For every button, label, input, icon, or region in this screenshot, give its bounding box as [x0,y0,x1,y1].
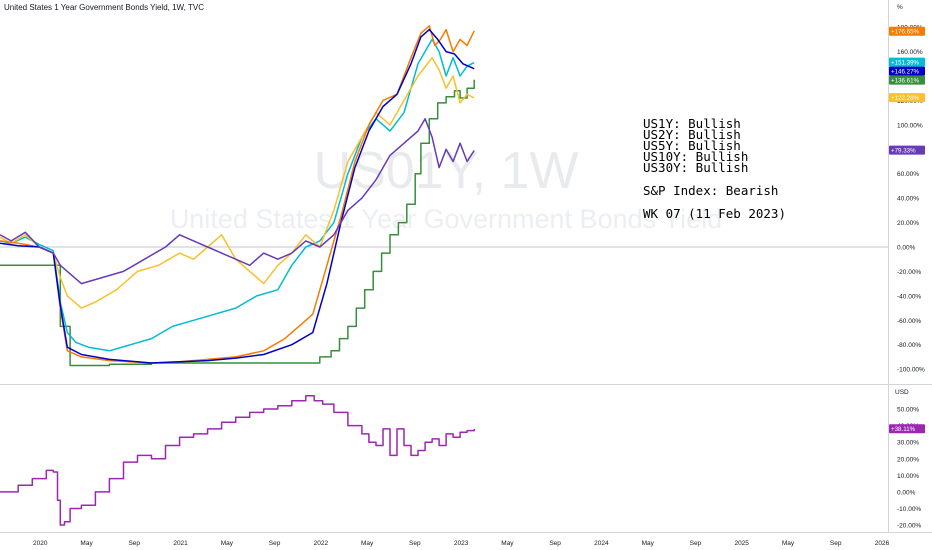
annotation-line-1: US1Y: Bullish [643,116,741,131]
bottom-y-tick-label: -20.00% [897,523,921,530]
watermark-symbol: US01Y, 1W [314,142,579,200]
top-y-tick-label: 160.00% [897,49,923,56]
spx-line [0,395,475,526]
x-tick-label: 2022 [314,540,329,547]
bottom-y-tick-label: -10.00% [897,506,921,513]
annotation-line-4: US10Y: Bullish [643,149,749,164]
x-tick-label: Sep [549,540,561,547]
series-line-1 [0,79,475,367]
last-value-tag [889,66,925,76]
top-y-tick-label: 40.00% [897,196,919,203]
last-value-tags: +176.65% +151.39% +146.27% +136.61% +122.28%… [889,26,925,434]
x-tick-label: Sep [409,540,421,547]
annotation-week: WK 07 (11 Feb 2023) [643,206,786,221]
last-value-tag [889,75,925,85]
top-y-tick-label: -20.00% [897,269,921,276]
series-line-4 [0,25,475,364]
top-y-tick-label: 60.00% [897,171,919,178]
x-tick-label: 2023 [454,540,469,547]
x-tick-label: May [642,540,655,547]
annotation-line-3: US5Y: Bullish [643,138,741,153]
x-tick-label: Sep [690,540,702,547]
top-y-tick-label: 0.00% [897,245,916,252]
last-value-label: +151.39% [891,59,920,66]
top-y-tick-label: 20.00% [897,220,919,227]
series-group [0,25,475,526]
bottom-y-tick-label: 0.00% [897,489,916,496]
x-tick-label: 2024 [594,540,609,547]
x-tick-label: May [80,540,93,547]
last-value-label: +79.33% [891,147,916,154]
top-y-tick-label: -40.00% [897,293,921,300]
last-value-tag [889,93,925,103]
time-axis[interactable]: 2020 May Sep 2021 May Sep 2022 May Sep 2023 May Sep… [33,540,890,547]
last-value-label: +136.61% [891,77,920,84]
annotation-line-5: US30Y: Bullish [643,160,749,175]
x-tick-label: May [501,540,514,547]
series-line-6 [0,118,475,285]
x-tick-label: 2020 [33,540,48,547]
last-value-tag [889,57,925,67]
x-tick-label: Sep [128,540,140,547]
top-y-tick-label: 100.00% [897,122,923,129]
last-value-label: +38.11% [891,426,916,433]
top-axis-unit: % [897,4,903,11]
x-tick-label: May [361,540,374,547]
last-value-label: +146.27% [891,68,920,75]
x-tick-label: Sep [830,540,842,547]
last-value-label: +176.65% [891,28,920,35]
x-tick-label: May [782,540,795,547]
x-tick-label: Sep [269,540,281,547]
top-y-tick-label: -60.00% [897,318,921,325]
bottom-y-tick-label: 10.00% [897,473,919,480]
series-line-5 [0,28,475,364]
chart-title: United States 1 Year Government Bonds Yi… [4,3,204,12]
annotation-index: S&P Index: Bearish [643,183,779,198]
bottom-y-tick-label: 20.00% [897,456,919,463]
last-value-tag [889,145,925,155]
x-tick-label: 2021 [173,540,188,547]
bottom-axis-unit: USD [895,389,909,396]
x-tick-label: 2025 [734,540,749,547]
x-tick-label: May [221,540,234,547]
bottom-y-tick-label: 50.00% [897,407,919,414]
series-line-3 [0,56,475,309]
last-value-tag [889,424,925,434]
top-y-tick-label: -80.00% [897,342,921,349]
top-y-tick-label: -100.00% [897,367,925,374]
bottom-y-tick-label: 30.00% [897,440,919,447]
last-value-tag [889,26,925,36]
x-tick-label: 2026 [875,540,890,547]
annotation-line-2: US2Y: Bullish [643,127,741,142]
last-value-label: +122.28% [891,95,920,102]
watermark-name: United States 1 Year Government Bonds Yi… [170,204,722,234]
